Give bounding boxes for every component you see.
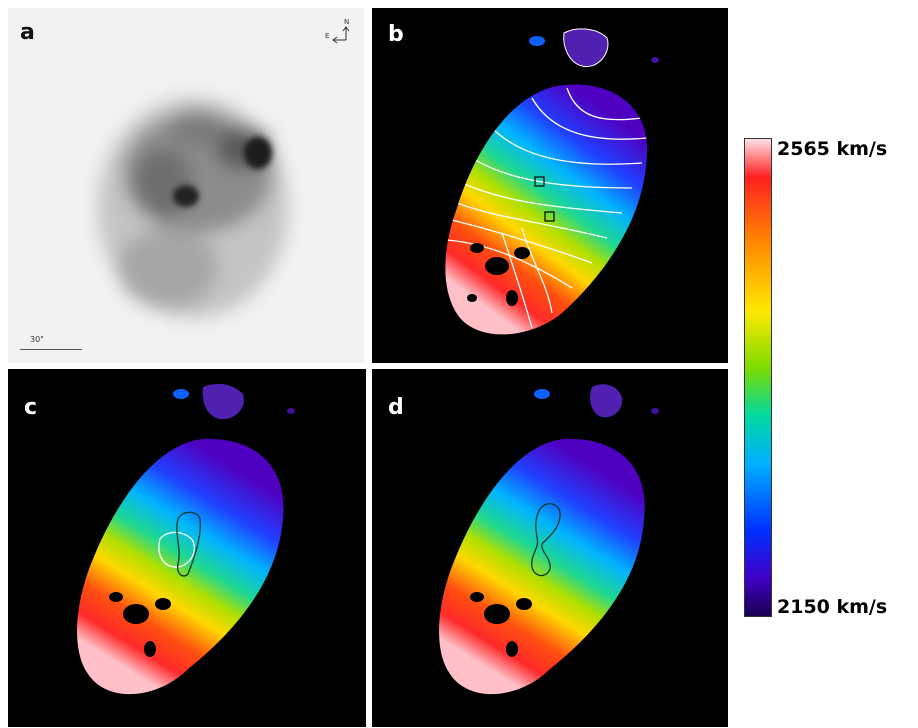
colorbar-max-label: 2565 km/s <box>777 138 887 160</box>
panel-a-intensity-map: a N E 30" <box>8 8 364 363</box>
panel-b-label: b <box>388 22 404 47</box>
panel-d-label: d <box>388 395 404 420</box>
velocity-field-c <box>8 369 366 727</box>
scale-bar <box>20 349 82 350</box>
panel-d-velocity-field: d <box>372 369 728 727</box>
colorbar-min-label: 2150 km/s <box>777 596 887 618</box>
velocity-colorbar <box>744 138 772 617</box>
scale-bar-label: 30" <box>30 335 44 344</box>
velocity-field-d <box>372 369 728 727</box>
compass-arrows-icon <box>322 20 358 50</box>
panel-b-velocity-contours: b <box>372 8 728 363</box>
compass-rose: N E <box>322 20 358 50</box>
velocity-field-b <box>372 8 728 363</box>
intensity-image <box>8 8 364 363</box>
panel-a-label: a <box>20 20 35 45</box>
panel-c-velocity-field: c <box>8 369 366 727</box>
panel-c-label: c <box>24 395 37 420</box>
